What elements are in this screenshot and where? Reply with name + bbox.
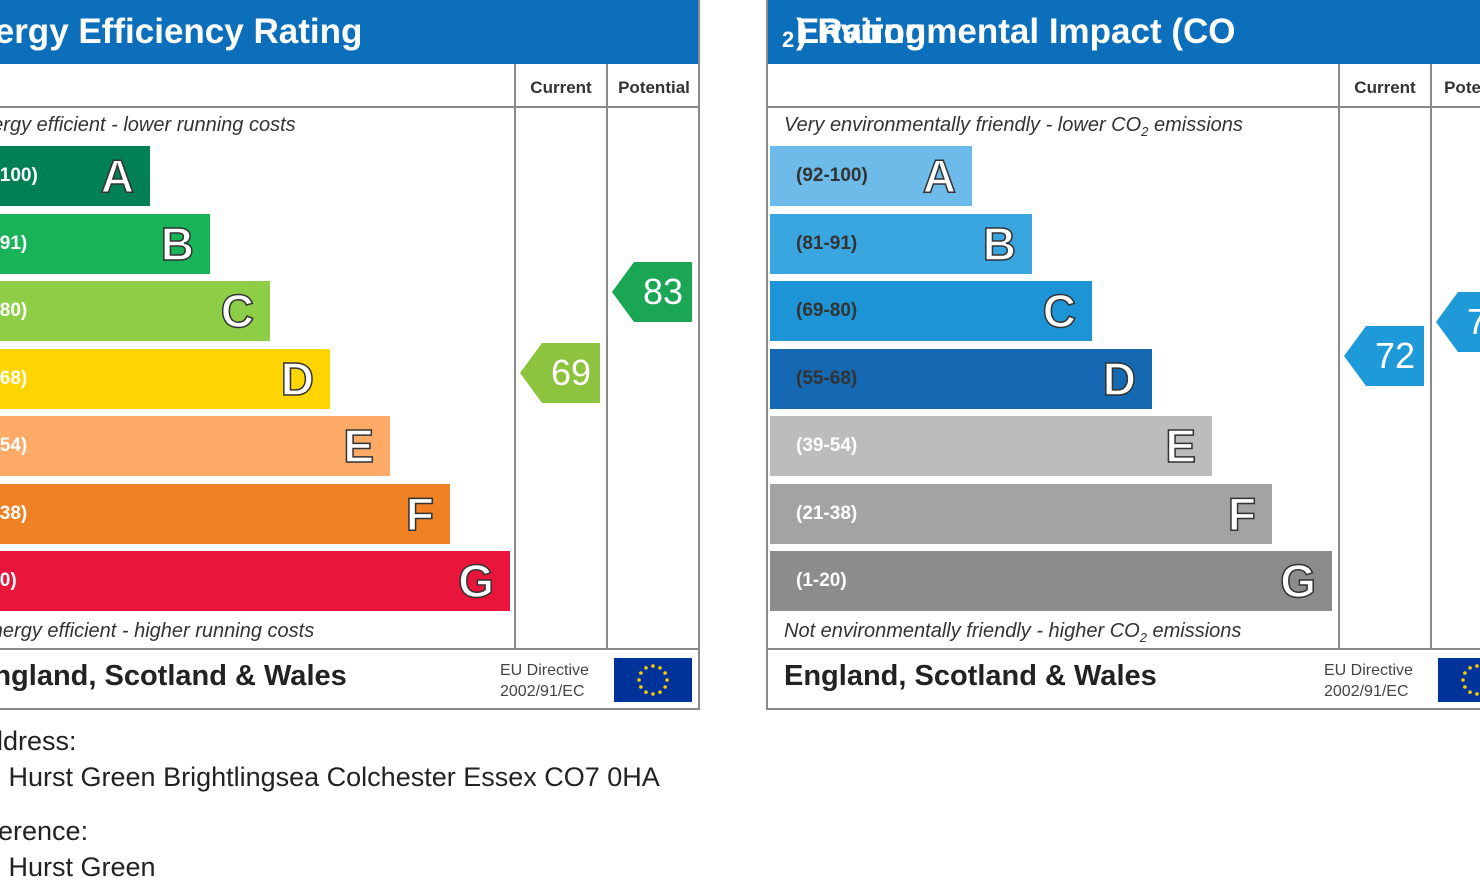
header-divider <box>0 106 698 108</box>
co2-band-c: (69-80) C <box>770 281 1092 341</box>
co2-top-caption: Very environmentally friendly - lower CO… <box>784 114 1243 139</box>
reference-label: Reference: <box>0 816 89 846</box>
footer-divider <box>768 648 1480 650</box>
band-letter-label: A <box>922 149 957 203</box>
band-range-label: (21-38) <box>0 502 28 524</box>
potential-column-header: Potential <box>1444 78 1480 97</box>
header-divider <box>768 106 1480 108</box>
eu-flag-icon <box>614 658 692 702</box>
address-label: Address: <box>0 726 77 756</box>
current-column-header: Current <box>1354 78 1416 97</box>
co2-band-d: (55-68) D <box>770 348 1152 409</box>
energy-region-label: England, Scotland & Wales <box>0 660 347 692</box>
potential-column-header: Potential <box>618 78 690 97</box>
band-range-label: (81-91) <box>796 232 858 254</box>
potential-column-divider <box>1430 64 1432 650</box>
co2-chart-title: Environmental Impact (CO 2) Rating <box>768 0 1480 64</box>
band-range-label: (21-38) <box>796 502 858 524</box>
potential-column-divider <box>606 64 608 650</box>
footer-divider <box>0 648 698 650</box>
band-letter-label: C <box>1042 284 1077 338</box>
band-letter-label: E <box>343 419 375 473</box>
environmental-impact-chart: Environmental Impact (CO 2) Rating Curren… <box>766 0 1480 710</box>
energy-current-marker: 69 <box>520 342 600 403</box>
energy-band-g: (1-20) G <box>0 551 510 611</box>
band-letter-label: D <box>280 352 315 406</box>
band-range-label: (1-20) <box>796 570 847 591</box>
energy-band-b: (81-91) B <box>0 213 210 274</box>
energy-band-a: (92-100) A <box>0 146 150 206</box>
reference-value: 1 Hurst Green <box>0 852 156 882</box>
band-letter-label: B <box>982 217 1017 271</box>
co2-band-b: (81-91) B <box>770 213 1032 274</box>
co2-band-g: (1-20) G <box>770 551 1332 611</box>
energy-chart-title: Energy Efficiency Rating <box>0 0 698 64</box>
energy-band-d: (55-68) D <box>0 348 330 409</box>
current-column-divider <box>1338 64 1340 650</box>
band-letter-label: C <box>220 284 255 338</box>
energy-potential-marker: 83 <box>612 262 692 323</box>
co2-band-a: (92-100) A <box>770 146 972 206</box>
co2-region-label: England, Scotland & Wales <box>784 660 1157 692</box>
energy-top-caption: Very energy efficient - lower running co… <box>0 114 296 136</box>
band-letter-label: A <box>100 149 135 203</box>
energy-bottom-caption: Not energy efficient - higher running co… <box>0 620 315 642</box>
band-range-label: (69-80) <box>796 300 858 321</box>
co2-band-e: (39-54) E <box>770 416 1212 476</box>
energy-band-c: (69-80) C <box>0 281 270 341</box>
energy-band-e: (39-54) E <box>0 416 390 476</box>
band-range-label: (39-54) <box>796 435 858 456</box>
co2-band-f: (21-38) F <box>770 483 1272 544</box>
address-value: 1 Hurst Green Brightlingsea Colchester E… <box>0 762 660 792</box>
band-range-label: (92-100) <box>796 165 868 186</box>
band-range-label: (92-100) <box>0 165 38 186</box>
co2-eu-directive: EU Directive 2002/91/EC <box>1324 662 1413 700</box>
band-letter-label: G <box>457 554 494 608</box>
co2-current-marker: 72 <box>1344 325 1424 386</box>
current-column-header: Current <box>530 78 592 97</box>
band-letter-label: F <box>1227 487 1257 541</box>
co2-potential-marker: 78 <box>1436 292 1480 352</box>
energy-band-f: (21-38) F <box>0 483 450 544</box>
band-range-label: (39-54) <box>0 435 28 456</box>
band-range-label: (55-68) <box>0 367 28 389</box>
band-letter-label: B <box>160 217 195 271</box>
band-letter-label: G <box>1279 554 1316 608</box>
band-range-label: (1-20) <box>0 570 17 591</box>
eu-flag-icon <box>1438 658 1480 702</box>
band-range-label: (69-80) <box>0 300 28 321</box>
energy-efficiency-chart: Energy Efficiency Rating Current Potenti… <box>0 0 700 710</box>
co2-bottom-caption: Not environmentally friendly - higher CO… <box>784 620 1242 645</box>
band-letter-label: F <box>405 487 435 541</box>
band-range-label: (81-91) <box>0 232 28 254</box>
band-letter-label: E <box>1165 419 1197 473</box>
current-column-divider <box>514 64 516 650</box>
band-range-label: (55-68) <box>796 367 858 389</box>
energy-eu-directive: EU Directive 2002/91/EC <box>500 662 589 700</box>
band-letter-label: D <box>1102 352 1137 406</box>
